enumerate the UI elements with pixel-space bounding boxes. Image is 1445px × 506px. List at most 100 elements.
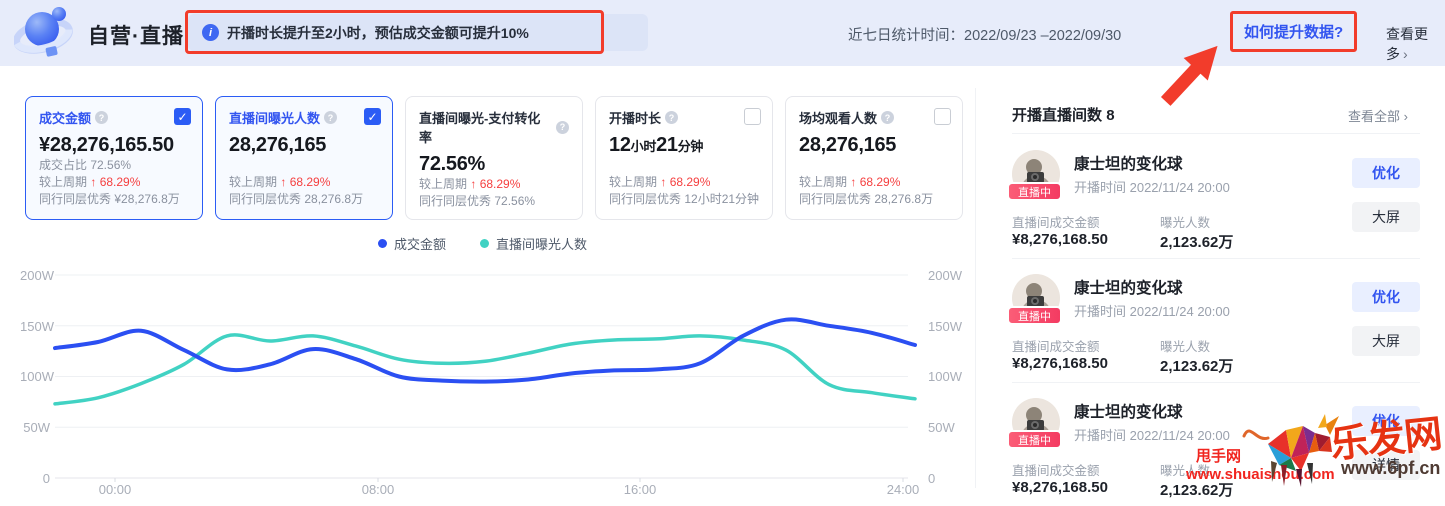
y-tick-left: 200W [20, 268, 54, 283]
legend-dot-teal [480, 239, 489, 248]
watermark-bull-icon [1242, 414, 1339, 487]
view-all-link[interactable]: 查看全部 › [1348, 109, 1408, 124]
y-tick-left: 150W [20, 319, 54, 334]
big-screen-button[interactable]: 大屏 [1352, 202, 1420, 232]
exposure-line [53, 333, 917, 406]
divider [1012, 133, 1420, 134]
metric-share: 成交占比 72.56% [39, 158, 132, 172]
gmv-line [53, 317, 917, 384]
y-tick-right: 150W [928, 319, 962, 334]
metric-peer: 同行同层优秀 72.56% [419, 194, 536, 208]
divider [1012, 382, 1420, 383]
room-gmv-value: ¥8,276,168.50 [1012, 231, 1108, 248]
help-icon[interactable]: ? [324, 111, 338, 124]
live-room-item: 直播中 康士坦的变化球 开播时间 2022/11/24 20:00 直播间成交金… [1007, 270, 1422, 382]
help-icon[interactable]: ? [881, 111, 895, 124]
stats-period-value: 2022/09/23 –2022/09/30 [964, 28, 1122, 44]
metric-peer: 同行同层优秀 28,276.8万 [799, 192, 934, 206]
metric-card-gmv[interactable]: 成交金额? ✓ ¥28,276,165.50 成交占比 72.56% 较上周期 … [25, 96, 203, 220]
x-tick: 24:00 [886, 482, 920, 497]
metric-wow: 较上周期 ↑ 68.29% [229, 175, 331, 189]
room-gmv-value: ¥8,276,168.50 [1012, 479, 1108, 496]
room-exposure-label: 曝光人数 [1160, 216, 1211, 230]
room-exposure-label: 曝光人数 [1160, 340, 1211, 354]
optimize-button[interactable]: 优化 [1352, 406, 1420, 436]
metric-title: 开播时长 [609, 111, 662, 126]
metric-title: 直播间曝光人数 [229, 111, 321, 126]
metric-title: 场均观看人数 [799, 111, 878, 126]
room-exposure-value: 2,123.62万 [1160, 358, 1234, 375]
legend-item-exposure[interactable]: 直播间曝光人数 [480, 234, 587, 253]
room-gmv-label: 直播间成交金额 [1012, 464, 1100, 478]
room-start-time: 开播时间 2022/11/24 20:00 [1074, 304, 1230, 319]
stats-period: 近七日统计时间：2022/09/23 –2022/09/30 [848, 24, 1121, 45]
room-start-time: 开播时间 2022/11/24 20:00 [1074, 428, 1230, 443]
live-status-badge: 直播中 [1007, 182, 1062, 201]
y-tick-right: 200W [928, 268, 962, 283]
improve-data-link[interactable]: 如何提升数据? [1230, 11, 1358, 52]
room-gmv-value: ¥8,276,168.50 [1012, 355, 1108, 372]
header-bar: 自营·直播 i 开播时长提升至2小时，预估成交金额可提升10% 近七日统计时间：… [0, 0, 1445, 66]
checkbox-unchecked[interactable] [934, 108, 951, 125]
view-more-link[interactable]: 查看更多 › [1386, 26, 1428, 62]
live-rooms-count: 8 [1106, 107, 1115, 124]
checkbox-unchecked[interactable] [744, 108, 761, 125]
info-icon: i [202, 24, 219, 41]
annotation-arrow [1160, 45, 1218, 106]
metric-title: 直播间曝光-支付转化率 [419, 111, 541, 145]
x-tick: 08:00 [361, 482, 395, 497]
metric-card-duration[interactable]: 开播时长? 12小时21分钟 较上周期 ↑ 68.29% 同行同层优秀 12小时… [595, 96, 773, 220]
live-status-badge: 直播中 [1007, 306, 1062, 325]
room-exposure-label: 曝光人数 [1160, 464, 1211, 478]
chevron-right-icon: › [1403, 46, 1408, 62]
x-tick: 00:00 [98, 482, 132, 497]
metric-value: 12小时21分钟 [609, 134, 704, 156]
live-room-item: 直播中 康士坦的变化球 开播时间 2022/11/24 20:00 直播间成交金… [1007, 394, 1422, 506]
live-rooms-title: 开播直播间数 8 [1012, 107, 1115, 124]
metric-peer: 同行同层优秀 12小时21分钟 [609, 192, 760, 206]
help-icon[interactable]: ? [556, 120, 569, 134]
checkbox-checked[interactable]: ✓ [364, 108, 381, 125]
notice-banner: i 开播时长提升至2小时，预估成交金额可提升10% [188, 14, 648, 51]
y-tick-right: 0 [928, 471, 936, 486]
optimize-button[interactable]: 优化 [1352, 282, 1420, 312]
metric-peer: 同行同层优秀 28,276.8万 [229, 192, 364, 206]
room-start-time: 开播时间 2022/11/24 20:00 [1074, 180, 1230, 195]
y-tick-left: 50W [23, 420, 50, 435]
y-tick-right: 50W [928, 420, 955, 435]
room-gmv-label: 直播间成交金额 [1012, 216, 1100, 230]
legend-item-gmv[interactable]: 成交金额 [377, 234, 446, 253]
metric-card-exposure[interactable]: 直播间曝光人数? ✓ 28,276,165 较上周期 ↑ 68.29% 同行同层… [215, 96, 393, 220]
metric-value: 72.56% [419, 153, 486, 175]
optimize-button[interactable]: 优化 [1352, 158, 1420, 188]
chart-legend: 成交金额 直播间曝光人数 [20, 234, 945, 253]
room-gmv-label: 直播间成交金额 [1012, 340, 1100, 354]
trend-chart: 200W 150W 100W 50W 0 200W 150W 100W 50W … [20, 228, 965, 497]
y-tick-left: 0 [42, 471, 50, 486]
help-icon[interactable]: ? [95, 111, 109, 124]
room-exposure-value: 2,123.62万 [1160, 234, 1234, 251]
y-tick-right: 100W [928, 369, 962, 384]
live-room-item: 直播中 康士坦的变化球 开播时间 2022/11/24 20:00 直播间成交金… [1007, 146, 1422, 258]
x-tick: 16:00 [623, 482, 657, 497]
help-icon[interactable]: ? [665, 111, 679, 124]
metric-card-conversion[interactable]: 直播间曝光-支付转化率? 72.56% 较上周期 ↑ 68.29% 同行同层优秀… [405, 96, 583, 220]
metric-wow: 较上周期 ↑ 68.29% [419, 177, 521, 191]
metric-value: 28,276,165 [799, 134, 897, 156]
watermark-lefa-url: www.6pf.cn [1341, 458, 1441, 478]
big-screen-button[interactable]: 大屏 [1352, 326, 1420, 356]
metric-wow: 较上周期 ↑ 68.29% [609, 175, 711, 189]
metric-value: ¥28,276,165.50 [39, 134, 174, 156]
app-logo-icon [14, 7, 73, 57]
metric-card-avg-viewers[interactable]: 场均观看人数? 28,276,165 较上周期 ↑ 68.29% 同行同层优秀 … [785, 96, 963, 220]
live-status-badge: 直播中 [1007, 430, 1062, 449]
metric-wow: 较上周期 ↑ 68.29% [799, 175, 901, 189]
watermark-shuaishou-name: 甩手网 [1196, 448, 1242, 465]
checkbox-checked[interactable]: ✓ [174, 108, 191, 125]
detail-button[interactable]: 详情 [1352, 450, 1420, 480]
room-name: 康士坦的变化球 [1074, 156, 1183, 173]
metric-peer: 同行同层优秀 ¥28,276.8万 [39, 192, 180, 206]
chart-canvas [53, 274, 917, 482]
notice-banner-text: 开播时长提升至2小时，预估成交金额可提升10% [227, 24, 529, 41]
metric-title: 成交金额 [39, 111, 92, 126]
